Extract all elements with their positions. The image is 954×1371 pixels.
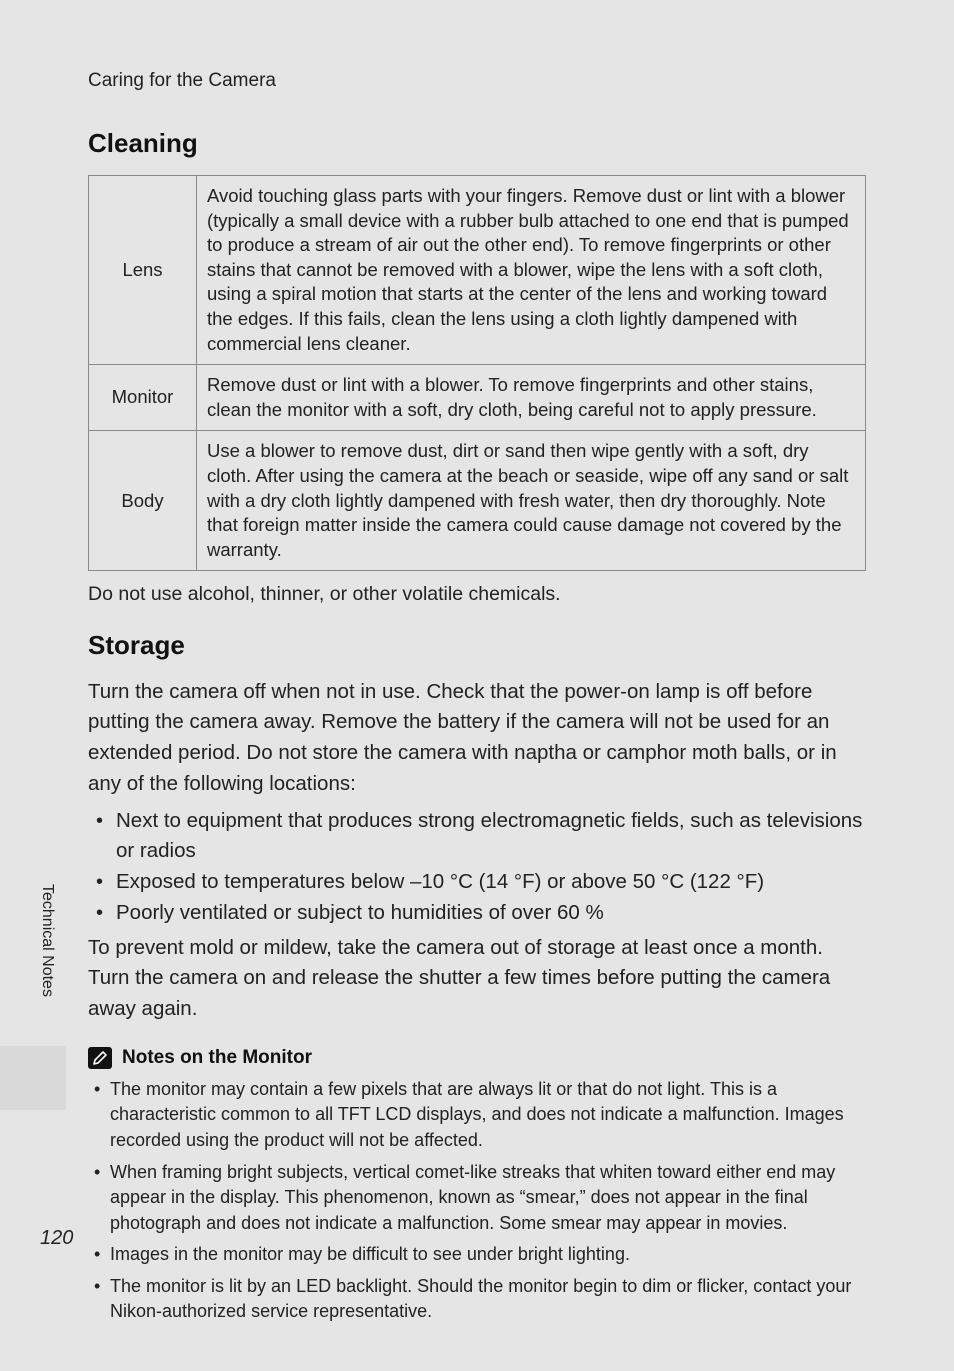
notes-title: Notes on the Monitor [122, 1047, 312, 1069]
cleaning-row-text: Avoid touching glass parts with your fin… [197, 176, 866, 365]
list-item: The monitor is lit by an LED backlight. … [88, 1274, 866, 1325]
cleaning-heading: Cleaning [88, 128, 866, 159]
notes-bullets: The monitor may contain a few pixels tha… [88, 1077, 866, 1325]
list-item: Exposed to temperatures below –10 °C (14… [88, 867, 866, 898]
storage-intro: Turn the camera off when not in use. Che… [88, 677, 866, 800]
storage-heading: Storage [88, 630, 866, 661]
cleaning-after-text: Do not use alcohol, thinner, or other vo… [88, 581, 866, 607]
pencil-icon [88, 1047, 112, 1069]
page-content: Caring for the Camera Cleaning Lens Avoi… [0, 0, 954, 1371]
cleaning-row-text: Remove dust or lint with a blower. To re… [197, 365, 866, 431]
storage-bullets: Next to equipment that produces strong e… [88, 806, 866, 929]
table-row: Monitor Remove dust or lint with a blowe… [89, 365, 866, 431]
running-header: Caring for the Camera [88, 70, 866, 92]
table-row: Body Use a blower to remove dust, dirt o… [89, 431, 866, 571]
list-item: Poorly ventilated or subject to humiditi… [88, 898, 866, 929]
table-row: Lens Avoid touching glass parts with you… [89, 176, 866, 365]
cleaning-table: Lens Avoid touching glass parts with you… [88, 175, 866, 571]
storage-outro: To prevent mold or mildew, take the came… [88, 933, 866, 1025]
list-item: The monitor may contain a few pixels tha… [88, 1077, 866, 1154]
cleaning-row-label: Lens [89, 176, 197, 365]
cleaning-row-text: Use a blower to remove dust, dirt or san… [197, 431, 866, 571]
list-item: When framing bright subjects, vertical c… [88, 1160, 866, 1237]
list-item: Next to equipment that produces strong e… [88, 806, 866, 868]
notes-header: Notes on the Monitor [88, 1047, 866, 1069]
list-item: Images in the monitor may be difficult t… [88, 1242, 866, 1268]
cleaning-row-label: Monitor [89, 365, 197, 431]
cleaning-row-label: Body [89, 431, 197, 571]
